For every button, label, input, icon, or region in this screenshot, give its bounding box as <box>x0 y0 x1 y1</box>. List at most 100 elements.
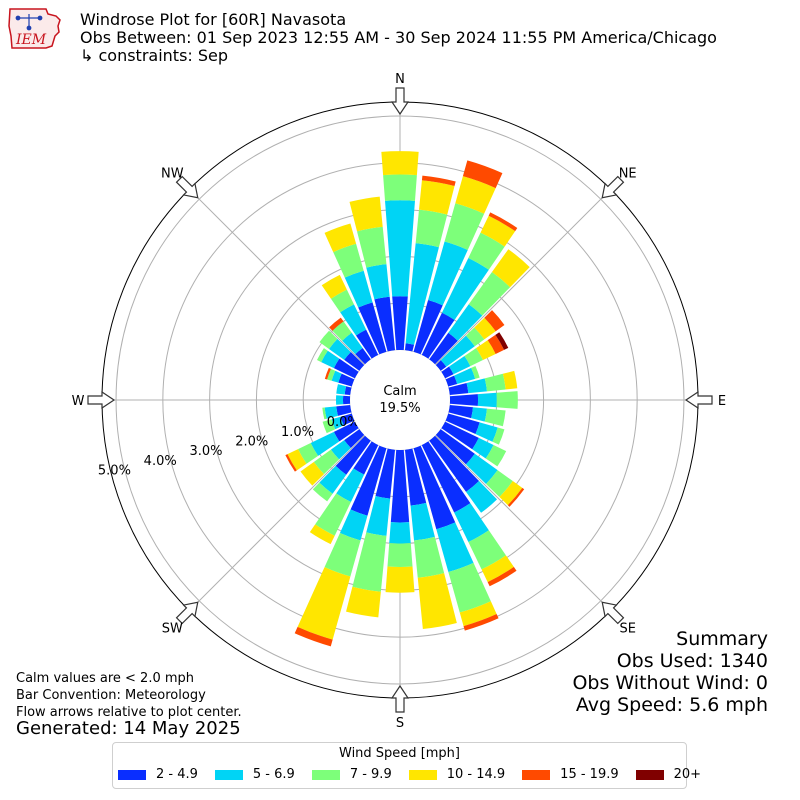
flow-arrow <box>601 175 625 199</box>
flow-arrow <box>175 175 199 199</box>
wind-bar-segment <box>468 530 506 570</box>
wind-bar-segment <box>344 270 373 308</box>
wind-bar-segment <box>333 358 359 379</box>
wind-bar-segment <box>339 509 368 541</box>
wind-bar-segment <box>329 317 344 331</box>
calm-definition-note: Calm values are < 2.0 mph <box>16 671 195 686</box>
legend-item: 20+ <box>635 767 702 782</box>
wind-bar-segment <box>449 356 471 375</box>
wind-bar-segment <box>463 614 499 631</box>
wind-bar-segment <box>352 532 387 592</box>
legend-title: Wind Speed [mph] <box>339 746 460 761</box>
wind-bar-segment <box>324 367 331 380</box>
wind-bar-segment <box>319 330 338 349</box>
wind-bar-segment <box>413 445 456 530</box>
wind-bar-segment <box>331 416 344 430</box>
flow-arrow <box>390 87 410 116</box>
wind-bar-segment <box>387 543 413 567</box>
wind-bar-segment <box>476 340 496 361</box>
wind-bar-segment <box>336 468 365 502</box>
wind-bar-segment <box>484 310 505 332</box>
legend-swatch <box>408 769 437 780</box>
axis-labels: N NE E SE S SW W NW 0.0% 1.0% 2.0% 3.0% 4.0% 5.0% <box>72 72 727 731</box>
wind-bar-segment <box>454 367 476 384</box>
wind-bar-segment <box>471 407 488 422</box>
wind-bar-segment <box>485 445 507 467</box>
wind-bar-segment <box>350 445 387 516</box>
wind-bar-segment <box>319 465 347 494</box>
legend-item: 10 - 14.9 <box>408 767 506 782</box>
wind-bar-segment <box>421 175 456 187</box>
wind-bar-segment <box>375 448 396 499</box>
wind-bar-segment <box>338 373 355 387</box>
wind-bar-segment <box>449 394 479 406</box>
bar-convention-note: Bar Convention: Meteorology <box>16 688 206 703</box>
wind-bar-segment <box>297 567 351 640</box>
wind-bar-segment <box>484 373 506 392</box>
wind-bar-segment <box>285 454 297 472</box>
compass-label: W <box>72 394 85 409</box>
wind-bar-segment <box>313 449 340 475</box>
wind-bar-segment <box>474 317 496 340</box>
summary-avg-speed: Avg Speed: 5.6 mph <box>575 694 768 716</box>
legend-label: 2 - 4.9 <box>156 767 198 782</box>
legend-item: 7 - 9.9 <box>311 767 392 782</box>
wind-bar-segment <box>357 226 387 268</box>
wind-bar-segment <box>415 209 448 248</box>
wind-bar-segment <box>428 241 468 306</box>
radial-tick-label: 1.0% <box>281 425 314 440</box>
wind-bar-segment <box>336 404 352 416</box>
wind-bar-segment <box>471 365 480 379</box>
observation-range: Obs Between: 01 Sep 2023 12:55 AM - 30 S… <box>80 28 717 47</box>
generated-date: Generated: 14 May 2025 <box>16 718 241 739</box>
wind-bar-segment <box>374 296 396 352</box>
legend-item: 5 - 6.9 <box>214 767 295 782</box>
wind-bar-segment <box>335 395 344 405</box>
wind-bar-segment <box>480 215 516 247</box>
wind-bar-segment <box>414 536 445 578</box>
wind-bar-segment <box>404 448 427 506</box>
wind-bar-segment <box>331 370 342 383</box>
wind-bar-segment <box>330 289 354 313</box>
wind-bar-segment <box>487 334 505 354</box>
summary-obs-used: Obs Used: 1340 <box>616 650 768 672</box>
radial-gridline <box>188 188 365 365</box>
compass-label: NW <box>161 166 184 181</box>
flow-arrows-note: Flow arrows relative to plot center. <box>16 705 242 720</box>
radial-tick-label: 3.0% <box>189 444 222 459</box>
wind-bar-segment <box>322 407 327 420</box>
wind-bar-segment <box>499 481 523 506</box>
wind-bar-segment <box>413 300 443 355</box>
wind-bar-segment <box>477 392 497 408</box>
wind-bar-segment <box>468 271 511 316</box>
compass-label: NE <box>619 166 637 181</box>
wind-bar-segment <box>444 203 485 250</box>
wind-bar-segment <box>392 296 408 351</box>
wind-bar-segment <box>464 348 484 367</box>
wind-bar-segment <box>448 404 474 419</box>
wind-bar-segment <box>435 360 447 371</box>
wind-bar-segment <box>312 482 333 502</box>
radial-gridline <box>435 188 612 365</box>
wind-bar-segment <box>429 332 458 365</box>
legend-label: 20+ <box>673 767 702 782</box>
wind-bar-segment <box>324 532 361 577</box>
wind-bar-segment <box>340 304 367 336</box>
legend-swatch <box>635 769 664 780</box>
legend-label: 10 - 14.9 <box>446 767 506 782</box>
wind-bar-segment <box>491 249 530 288</box>
legend-swatch <box>118 769 146 780</box>
wind-bar-segment <box>342 395 351 405</box>
wind-bar-segment <box>332 321 352 341</box>
wind-bar-segment <box>441 366 454 379</box>
wind-bar-segment <box>448 383 469 396</box>
wind-bar-segment <box>487 566 517 587</box>
flow-arrow <box>175 601 199 625</box>
calm-circle <box>350 350 450 450</box>
wind-bar-segment <box>342 332 363 355</box>
wind-bar-segment <box>287 449 307 471</box>
wind-bar-segment <box>385 566 415 593</box>
wind-bar-segment <box>462 160 503 189</box>
wind-bar-segment <box>459 601 497 627</box>
